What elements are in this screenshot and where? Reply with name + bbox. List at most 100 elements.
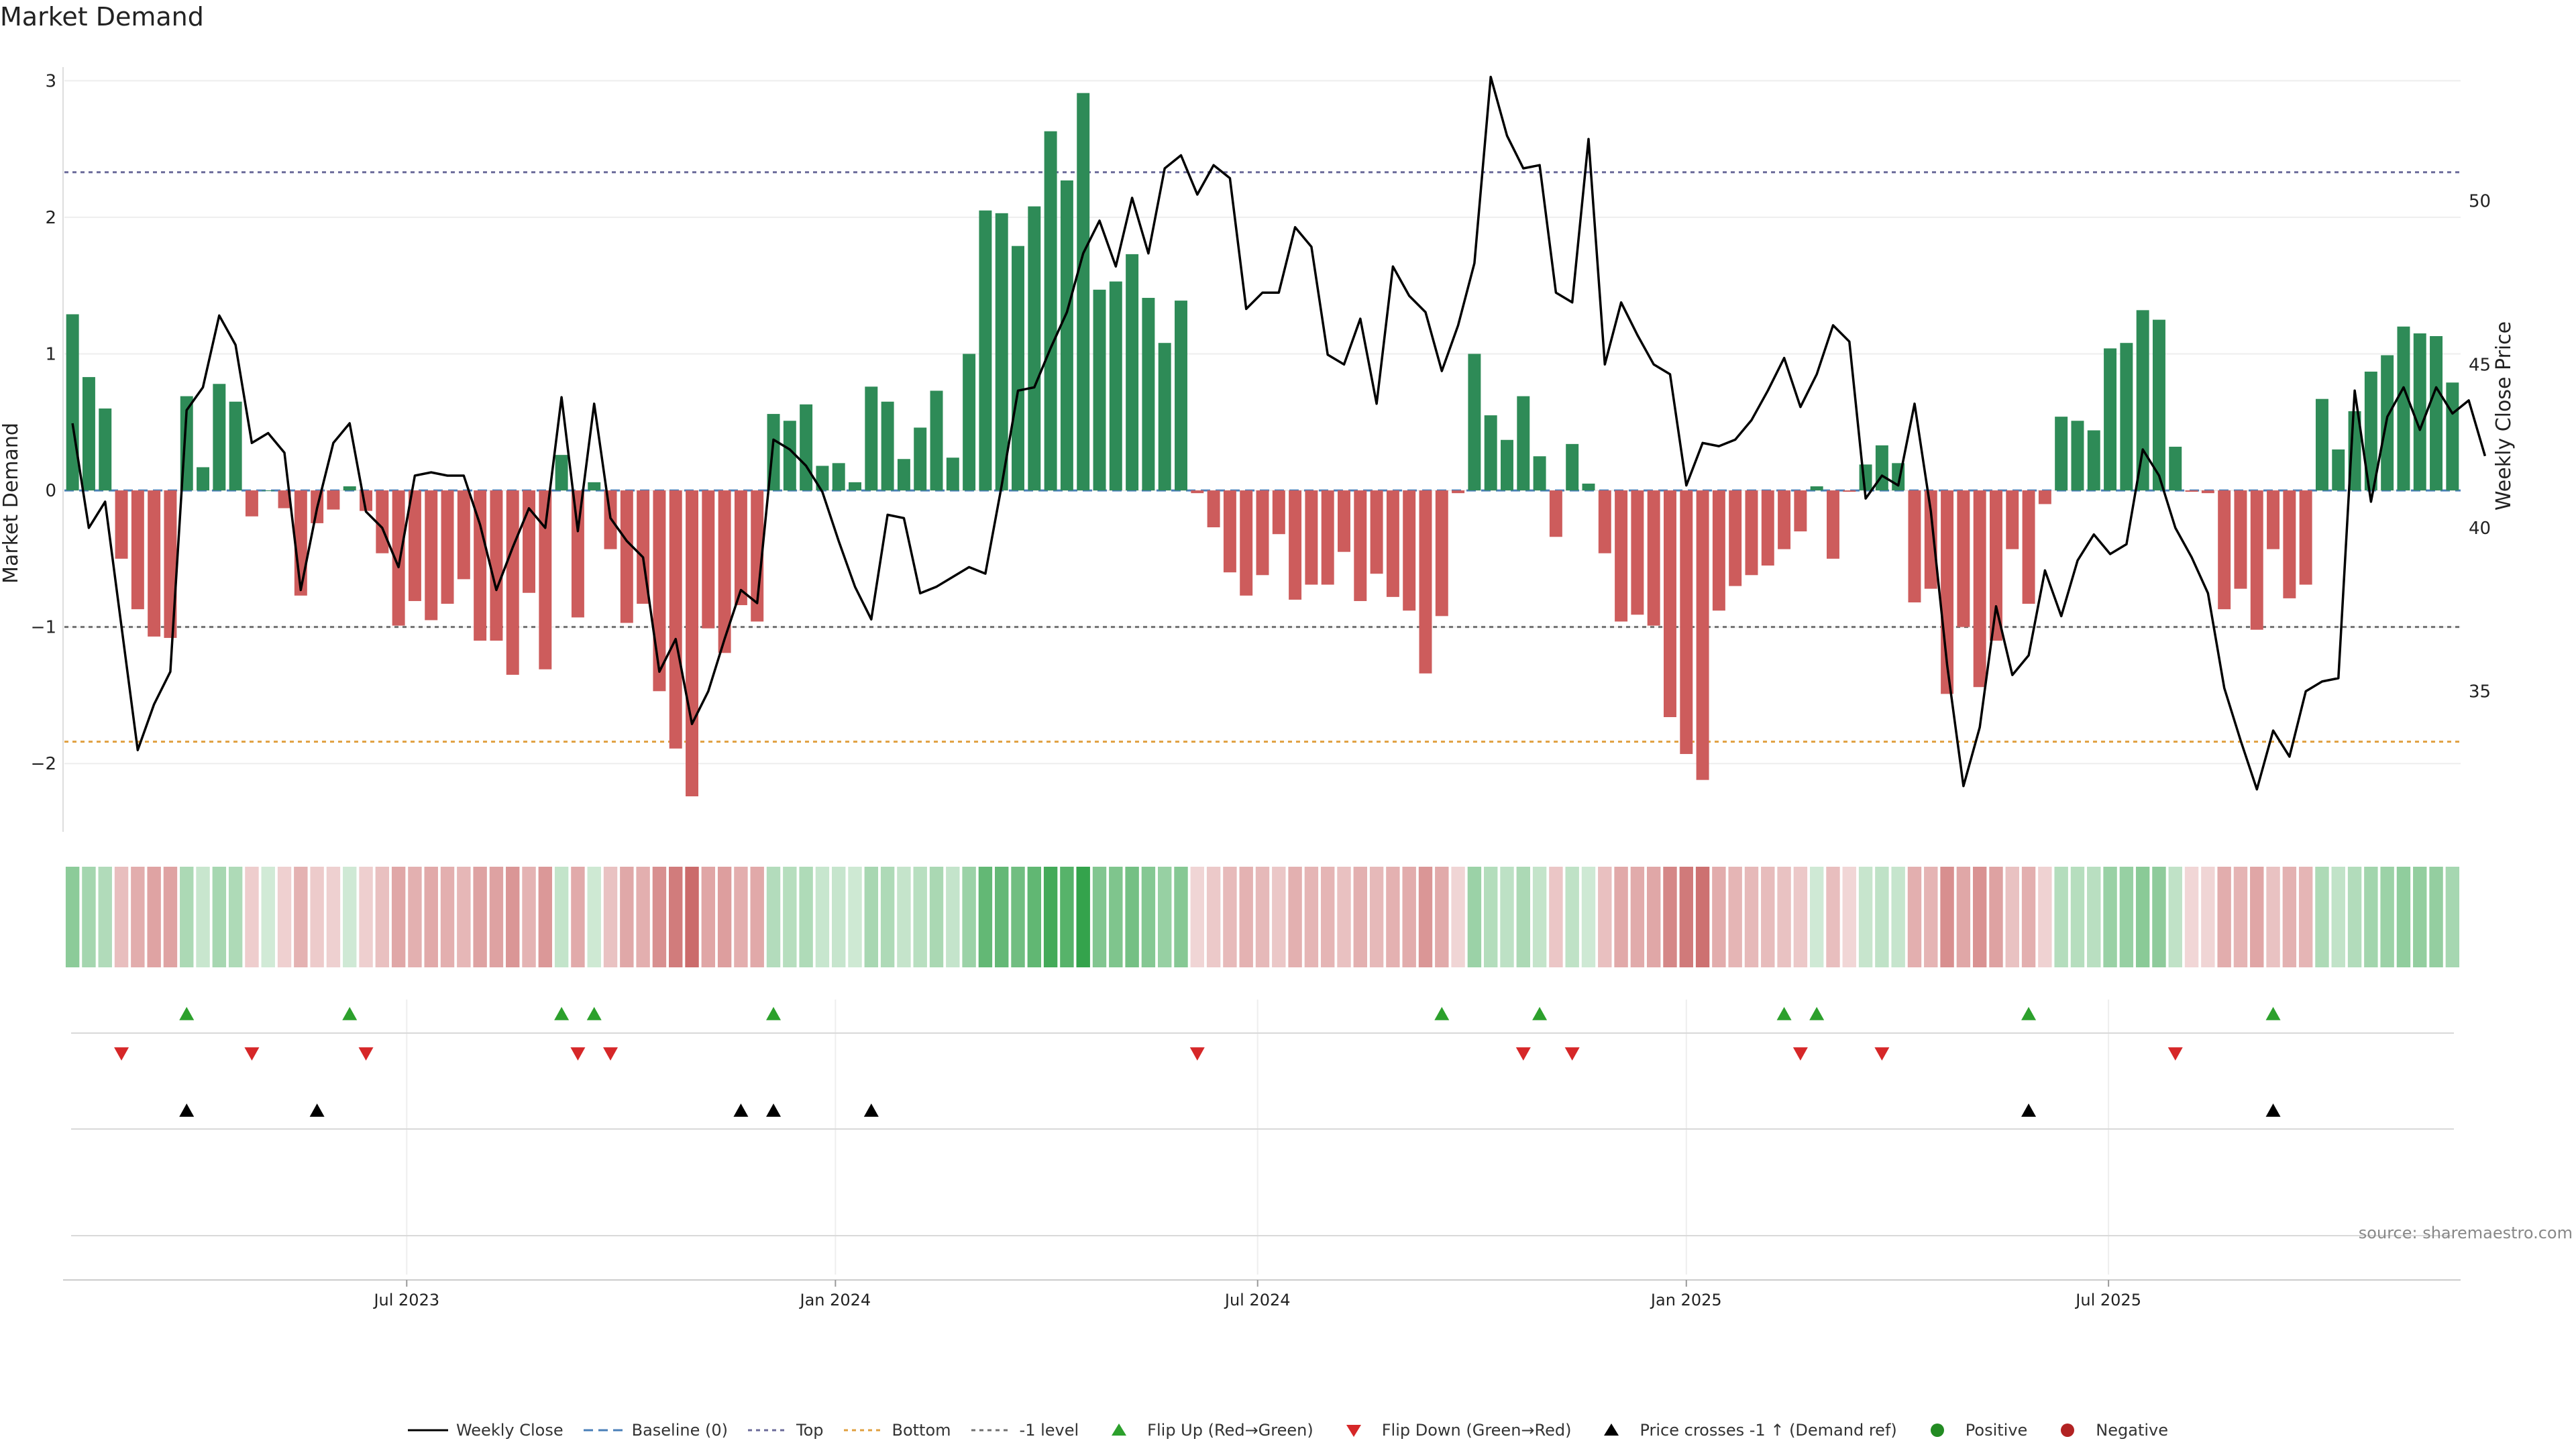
- demand-bar: [148, 490, 161, 637]
- demand-bar: [1501, 439, 1513, 491]
- heat-cell: [880, 867, 895, 967]
- heat-cell: [2282, 867, 2297, 967]
- demand-bar: [1778, 490, 1791, 549]
- heat-cell: [2038, 867, 2052, 967]
- demand-bar: [425, 490, 438, 621]
- heat-cell: [929, 867, 944, 967]
- flip-down-marker: [1564, 1047, 1580, 1061]
- heat-cell: [603, 867, 618, 967]
- demand-bar: [262, 490, 275, 492]
- demand-bar: [392, 490, 405, 626]
- heat-cell: [2021, 867, 2036, 967]
- heat-cell: [995, 867, 1009, 967]
- heat-cell: [1581, 867, 1596, 967]
- demand-bar: [327, 490, 340, 510]
- heat-cell: [1467, 867, 1482, 967]
- heat-cell: [1516, 867, 1530, 967]
- demand-bar: [800, 404, 813, 491]
- heat-cell: [326, 867, 341, 967]
- demand-bar: [2201, 490, 2214, 494]
- y2-tick-label: 35: [2469, 682, 2491, 702]
- demand-bar: [555, 455, 568, 491]
- demand-bar: [930, 390, 943, 491]
- heat-cell: [1125, 867, 1139, 967]
- heat-cell: [1288, 867, 1302, 967]
- price-cross-marker: [2021, 1104, 2037, 1117]
- demand-bar: [686, 490, 699, 797]
- demand-bar: [2087, 430, 2100, 491]
- heat-cell: [2250, 867, 2264, 967]
- demand-bar: [1973, 490, 1986, 688]
- demand-bar: [588, 482, 601, 491]
- heat-cell: [554, 867, 569, 967]
- demand-bar: [131, 490, 144, 610]
- legend-item-dot-negative: Negative: [2047, 1421, 2168, 1440]
- price-cross-marker: [179, 1104, 195, 1117]
- heat-cell: [652, 867, 667, 967]
- heat-cell: [1777, 867, 1791, 967]
- heat-cell: [228, 867, 243, 967]
- heat-cell: [180, 867, 194, 967]
- legend-item-minus-one: -1 level: [971, 1421, 1079, 1440]
- heat-cell: [147, 867, 161, 967]
- demand-bar: [408, 490, 421, 601]
- heat-cell: [245, 867, 259, 967]
- heat-cell: [82, 867, 96, 967]
- heat-cell: [1565, 867, 1579, 967]
- flip-down-marker: [114, 1047, 129, 1061]
- demand-bar: [1272, 490, 1285, 535]
- legend-item-baseline: Baseline (0): [583, 1421, 728, 1440]
- demand-bar: [2250, 490, 2263, 630]
- y2-tick-label: 45: [2469, 355, 2491, 375]
- flip-down-marker: [358, 1047, 374, 1061]
- heat-cell: [815, 867, 830, 967]
- heat-cell: [864, 867, 879, 967]
- legend-swatch-bottom: [843, 1424, 884, 1437]
- demand-bar: [490, 490, 503, 641]
- demand-bar: [653, 490, 666, 692]
- flip-up-marker: [1809, 1007, 1825, 1020]
- demand-bar: [734, 490, 747, 606]
- demand-bar: [1386, 490, 1399, 597]
- demand-bar: [897, 459, 910, 491]
- demand-bar: [1158, 343, 1171, 491]
- demand-bar: [1060, 180, 1073, 491]
- price-cross-marker: [309, 1104, 325, 1117]
- y2-tick-label: 40: [2469, 519, 2491, 539]
- flip-up-marker: [2021, 1007, 2037, 1020]
- demand-heat-strip: [65, 867, 2460, 967]
- demand-bar: [751, 490, 764, 622]
- heat-cell: [212, 867, 227, 967]
- flip-down-marker: [244, 1047, 260, 1061]
- heat-cell: [587, 867, 601, 967]
- heat-cell: [1924, 867, 1938, 967]
- demand-bar: [278, 490, 291, 508]
- heat-cell: [1174, 867, 1188, 967]
- demand-bar: [1615, 490, 1628, 622]
- heat-cell: [2445, 867, 2460, 967]
- demand-bar: [2446, 382, 2459, 491]
- heat-cell: [1826, 867, 1840, 967]
- demand-bar: [245, 490, 258, 517]
- heat-cell: [131, 867, 145, 967]
- demand-bar: [1142, 298, 1155, 491]
- demand-bar: [1810, 486, 1823, 491]
- heat-cell: [1353, 867, 1368, 967]
- flip-up-marker: [2265, 1007, 2281, 1020]
- heat-cell: [750, 867, 764, 967]
- demand-bar: [914, 427, 927, 491]
- demand-bar: [1826, 490, 1839, 559]
- demand-bar: [1989, 490, 2002, 641]
- signal-markers: [114, 1007, 2281, 1117]
- demand-bar: [2332, 449, 2345, 491]
- heat-cell: [538, 867, 553, 967]
- demand-bars: [66, 93, 2459, 797]
- demand-bar: [1582, 483, 1595, 491]
- demand-bar: [1044, 131, 1057, 491]
- demand-bar: [1859, 464, 1872, 491]
- heat-cell: [1598, 867, 1612, 967]
- demand-bar: [1321, 490, 1334, 585]
- y-tick-label: −2: [31, 754, 56, 774]
- demand-bar: [1289, 490, 1302, 600]
